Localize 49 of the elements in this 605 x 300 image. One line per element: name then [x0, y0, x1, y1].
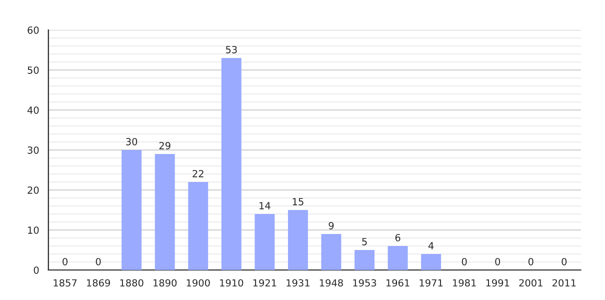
y-tick-label: 50	[28, 66, 39, 74]
data-label: 0	[495, 258, 500, 266]
bar	[288, 210, 308, 270]
y-tick-label: 10	[28, 226, 39, 234]
bar	[154, 154, 175, 270]
bar	[388, 246, 408, 270]
data-label: 9	[328, 222, 334, 230]
data-label: 15	[292, 198, 304, 206]
data-label: 14	[260, 202, 270, 210]
data-label: 0	[62, 258, 68, 266]
data-label: 0	[96, 258, 101, 266]
data-label: 0	[562, 258, 567, 266]
bar	[188, 182, 208, 270]
x-tick-label: 2011	[552, 279, 576, 287]
bar	[254, 214, 275, 270]
y-tick-label: 60	[28, 26, 39, 34]
data-label: 4	[428, 242, 434, 250]
x-tick-label: 1948	[320, 279, 343, 287]
x-tick-label: 1971	[420, 279, 443, 287]
x-tick-label: 1921	[253, 279, 276, 287]
x-tick-label: 1961	[386, 279, 410, 287]
bar	[321, 234, 342, 270]
x-tick-label: 1953	[353, 279, 376, 287]
x-tick-label: 1890	[154, 279, 177, 287]
x-tick-label: 1991	[486, 279, 510, 287]
data-label: 29	[159, 142, 170, 150]
x-tick-label: 1869	[87, 279, 110, 287]
data-label: 53	[226, 46, 237, 54]
y-tick-label: 20	[28, 186, 39, 194]
data-label: 0	[462, 258, 467, 266]
bar	[421, 254, 442, 270]
x-tick-label: 1931	[286, 279, 310, 287]
y-tick-label: 40	[27, 106, 39, 114]
data-label: 6	[395, 234, 400, 242]
x-tick-label: 1880	[120, 279, 144, 287]
y-tick-label: 0	[34, 266, 39, 274]
x-tick-label: 2001	[519, 279, 542, 287]
y-tick-label: 30	[28, 146, 39, 154]
bar	[122, 150, 142, 270]
data-label: 22	[192, 170, 204, 178]
x-tick-label: 1857	[54, 279, 77, 287]
data-label: 30	[126, 138, 138, 146]
bar	[354, 250, 374, 270]
x-tick-label: 1910	[220, 279, 244, 287]
x-tick-label: 1900	[186, 279, 210, 287]
data-label: 0	[528, 258, 534, 266]
data-label: 5	[362, 238, 367, 246]
bar	[221, 58, 242, 270]
x-tick-label: 1981	[453, 279, 476, 287]
